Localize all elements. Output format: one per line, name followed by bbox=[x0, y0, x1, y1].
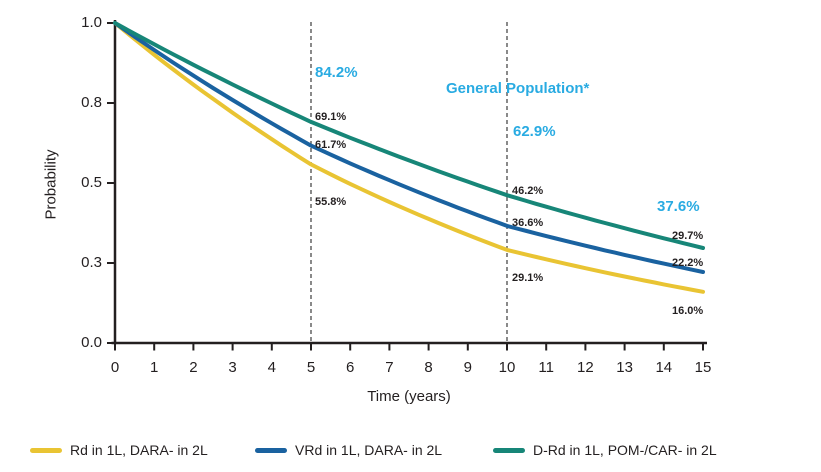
curve-vrd-in-1l-dara-in-2l bbox=[113, 21, 705, 274]
x-axis-title: Time (years) bbox=[367, 388, 451, 405]
legend-item-3: D-Rd in 1L, POM-/CAR- in 2L bbox=[493, 441, 717, 459]
legend-label: VRd in 1L, DARA- in 2L bbox=[295, 442, 443, 458]
legend-item-1: Rd in 1L, DARA- in 2L bbox=[30, 441, 208, 459]
y-tick-label-0.0: 0.0 bbox=[81, 334, 102, 351]
x-tick-label-11: 11 bbox=[538, 359, 554, 376]
legend-label: Rd in 1L, DARA- in 2L bbox=[70, 442, 208, 458]
annotation-46-2-: 46.2% bbox=[512, 185, 544, 197]
x-tick-label-3: 3 bbox=[228, 359, 237, 376]
x-tick-label-2: 2 bbox=[189, 359, 198, 376]
legend-swatch-icon bbox=[30, 447, 62, 453]
legend-item-2: VRd in 1L, DARA- in 2L bbox=[255, 441, 442, 459]
annotation-29-7-: 29.7% bbox=[672, 230, 704, 242]
x-tick-label-4: 4 bbox=[267, 359, 276, 376]
legend-swatch-icon bbox=[255, 447, 287, 453]
annotation-22-2-: 22.2% bbox=[672, 257, 704, 269]
annotation-84-2-: 84.2% bbox=[315, 64, 358, 81]
legend-label: D-Rd in 1L, POM-/CAR- in 2L bbox=[533, 442, 717, 458]
curve-d-rd-in-1l-pom-car-in-2l bbox=[113, 21, 705, 250]
x-tick-label-6: 6 bbox=[346, 359, 355, 376]
x-tick-label-15: 15 bbox=[694, 359, 712, 376]
legend-swatch-icon bbox=[493, 447, 525, 453]
annotation-62-9-: 62.9% bbox=[513, 123, 556, 140]
x-tick-label-0: 0 bbox=[110, 359, 120, 376]
y-tick-label-0.3: 0.3 bbox=[81, 254, 102, 271]
x-tick-label-14: 14 bbox=[655, 359, 673, 376]
x-tick-label-5: 5 bbox=[306, 359, 316, 376]
annotation-69-1-: 69.1% bbox=[315, 111, 347, 123]
x-tick-label-10: 10 bbox=[498, 359, 516, 376]
y-tick-label-0.5: 0.5 bbox=[81, 174, 102, 191]
x-tick-label-9: 9 bbox=[463, 359, 472, 376]
x-tick-label-1: 1 bbox=[150, 359, 159, 376]
y-tick-label-1.0: 1.0 bbox=[81, 14, 102, 31]
annotation-general-population-: General Population* bbox=[446, 80, 590, 97]
annotation-61-7-: 61.7% bbox=[315, 139, 347, 151]
annotation-36-6-: 36.6% bbox=[512, 217, 544, 229]
x-tick-label-8: 8 bbox=[424, 359, 433, 376]
y-tick-label-0.8: 0.8 bbox=[81, 94, 102, 111]
x-tick-label-7: 7 bbox=[385, 359, 394, 376]
x-tick-label-12: 12 bbox=[577, 359, 594, 376]
annotation-37-6-: 37.6% bbox=[657, 198, 700, 215]
curve-rd-in-1l-dara-in-2l bbox=[113, 21, 705, 294]
y-axis-title: Probability bbox=[42, 149, 60, 220]
annotation-55-8-: 55.8% bbox=[315, 196, 347, 208]
annotation-16-0-: 16.0% bbox=[672, 305, 704, 317]
x-tick-label-13: 13 bbox=[616, 359, 633, 376]
annotation-29-1-: 29.1% bbox=[512, 272, 544, 284]
